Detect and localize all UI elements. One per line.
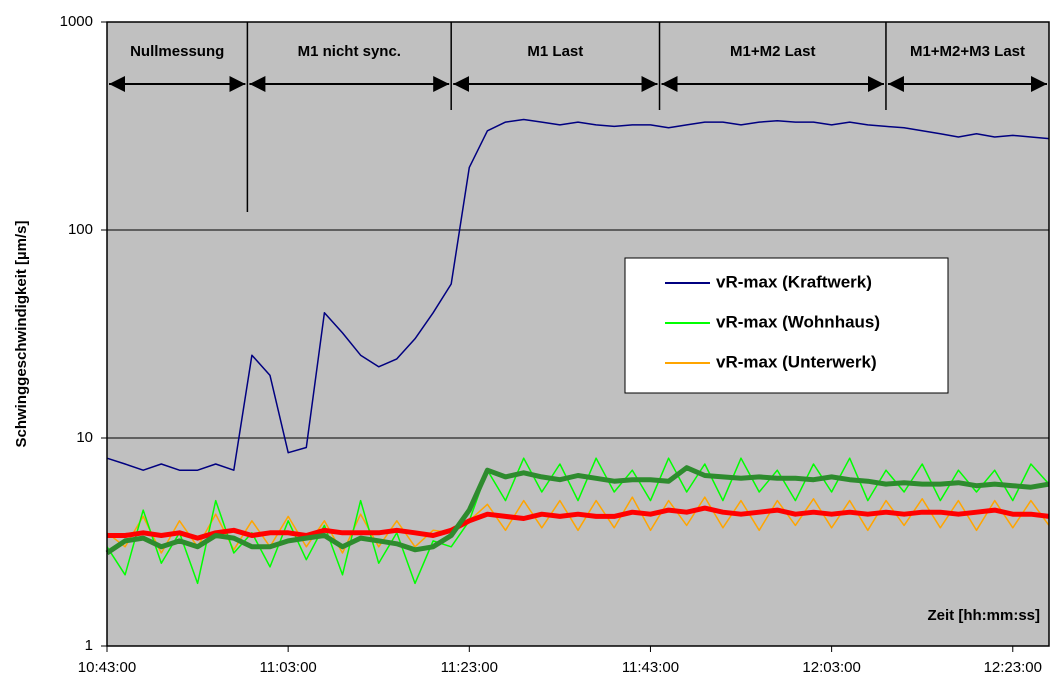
phase-label: M1 nicht sync. — [298, 43, 401, 60]
series-line — [105, 465, 1050, 556]
legend-label: vR-max (Wohnhaus) — [716, 312, 880, 331]
phase-label: M1 Last — [527, 43, 583, 60]
y-axis-title: Schwinggeschwindigkeit [µm/s] — [13, 220, 30, 447]
plot-border — [106, 21, 1050, 647]
x-axis-title: Zeit [hh:mm:ss] — [928, 607, 1041, 624]
series-line — [106, 457, 1050, 585]
y-tick-label: 1000 — [60, 13, 93, 30]
x-tick-label: 11:23:00 — [441, 659, 498, 676]
legend-label: vR-max (Unterwerk) — [716, 352, 877, 371]
x-tick-label: 11:03:00 — [260, 659, 317, 676]
y-tick-label: 100 — [68, 221, 93, 238]
series-line — [106, 496, 1050, 554]
x-tick-label: 11:43:00 — [622, 659, 679, 676]
y-tick-label: 10 — [76, 429, 93, 446]
legend-box — [624, 257, 949, 394]
x-tick-label: 12:23:00 — [984, 659, 1042, 676]
phase-label: M1+M2 Last — [730, 43, 815, 60]
phase-label: Nullmessung — [130, 43, 224, 60]
x-tick-label: 10:43:00 — [78, 659, 136, 676]
series-line — [107, 505, 1050, 541]
y-tick-label: 1 — [85, 637, 93, 654]
x-tick-label: 12:03:00 — [802, 659, 860, 676]
series-line — [106, 118, 1050, 471]
legend-label: vR-max (Kraftwerk) — [716, 272, 872, 291]
legend: vR-max (Kraftwerk) vR-max (Wohnhaus) vR-ma… — [624, 257, 949, 394]
phase-label: M1+M2+M3 Last — [910, 43, 1025, 60]
